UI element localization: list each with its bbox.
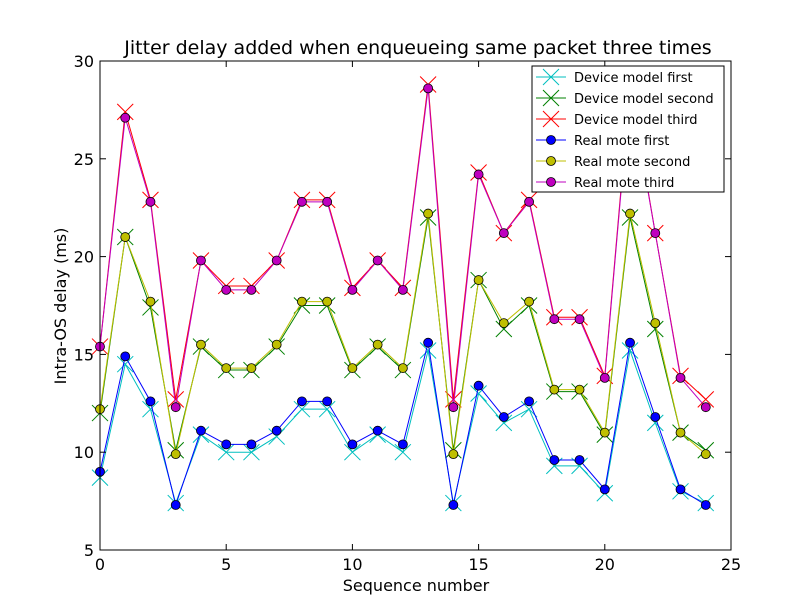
data-point: [398, 440, 407, 449]
data-point: [626, 338, 635, 347]
data-point: [196, 426, 205, 435]
data-point: [146, 297, 155, 306]
data-point: [474, 381, 483, 390]
data-point: [146, 397, 155, 406]
x-tick-label: 0: [95, 555, 105, 574]
data-point: [424, 209, 433, 218]
data-point: [121, 113, 130, 122]
data-point: [196, 340, 205, 349]
data-point: [297, 297, 306, 306]
data-point: [550, 385, 559, 394]
x-tick-label: 5: [221, 555, 231, 574]
legend: Device model first Device model second Dev…: [532, 66, 724, 192]
data-point: [449, 403, 458, 412]
y-tick-label: 15: [74, 345, 94, 364]
y-tick-label: 10: [74, 443, 94, 462]
y-tick-label: 20: [74, 248, 94, 267]
data-point: [474, 170, 483, 179]
x-tick-label: 10: [342, 555, 362, 574]
x-axis-label: Sequence number: [343, 576, 490, 595]
data-point: [247, 364, 256, 373]
legend-label: Real mote second: [574, 155, 690, 170]
y-axis-label: Intra-OS delay (ms): [51, 228, 70, 385]
legend-label: Device model second: [574, 92, 714, 107]
data-point: [651, 319, 660, 328]
legend-label: Device model third: [574, 113, 698, 128]
data-point: [424, 84, 433, 93]
data-point: [222, 285, 231, 294]
legend-marker: [547, 157, 556, 166]
data-point: [626, 209, 635, 218]
data-point: [348, 364, 357, 373]
data-point: [701, 450, 710, 459]
data-point: [651, 229, 660, 238]
data-point: [676, 485, 685, 494]
data-point: [449, 450, 458, 459]
data-point: [323, 397, 332, 406]
legend-marker: [547, 136, 556, 145]
data-point: [499, 229, 508, 238]
y-tick-label: 5: [84, 541, 94, 560]
data-point: [323, 197, 332, 206]
data-point: [550, 456, 559, 465]
data-point: [348, 285, 357, 294]
data-point: [121, 233, 130, 242]
data-point: [196, 256, 205, 265]
data-point: [499, 319, 508, 328]
legend-label: Real mote third: [574, 176, 674, 191]
legend-label: Real mote first: [574, 134, 669, 149]
data-point: [676, 428, 685, 437]
data-point: [575, 315, 584, 324]
data-point: [424, 338, 433, 347]
data-point: [550, 315, 559, 324]
y-tick-label: 25: [74, 150, 94, 169]
data-point: [525, 397, 534, 406]
data-point: [575, 456, 584, 465]
x-tick-label: 15: [468, 555, 488, 574]
data-point: [373, 426, 382, 435]
data-point: [222, 364, 231, 373]
data-point: [373, 256, 382, 265]
data-point: [222, 440, 231, 449]
data-point: [323, 297, 332, 306]
data-point: [600, 373, 609, 382]
data-point: [171, 501, 180, 510]
y-tick-label: 30: [74, 52, 94, 71]
data-point: [701, 501, 710, 510]
data-point: [297, 397, 306, 406]
x-tick-label: 20: [595, 555, 615, 574]
data-point: [272, 256, 281, 265]
data-point: [247, 440, 256, 449]
data-point: [525, 197, 534, 206]
data-point: [600, 485, 609, 494]
data-point: [676, 373, 685, 382]
data-point: [146, 197, 155, 206]
data-point: [171, 403, 180, 412]
data-point: [525, 297, 534, 306]
data-point: [701, 403, 710, 412]
data-point: [272, 340, 281, 349]
data-point: [171, 450, 180, 459]
data-point: [348, 440, 357, 449]
data-point: [373, 340, 382, 349]
data-point: [297, 197, 306, 206]
data-point: [575, 385, 584, 394]
data-point: [121, 352, 130, 361]
data-point: [474, 276, 483, 285]
x-tick-label: 25: [721, 555, 741, 574]
chart-title: Jitter delay added when enqueueing same …: [123, 37, 711, 59]
legend-marker: [547, 178, 556, 187]
data-point: [449, 501, 458, 510]
data-point: [398, 285, 407, 294]
data-point: [272, 426, 281, 435]
data-point: [398, 364, 407, 373]
data-point: [247, 285, 256, 294]
data-point: [499, 412, 508, 421]
data-point: [600, 428, 609, 437]
legend-label: Device model first: [574, 71, 693, 86]
data-point: [651, 412, 660, 421]
